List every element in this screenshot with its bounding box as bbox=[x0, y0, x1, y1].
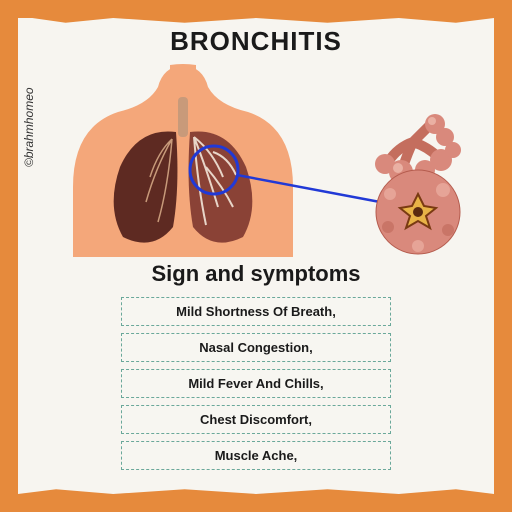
credit-text: ©brahmhomeo bbox=[22, 87, 36, 167]
paper-card: BRONCHITIS ©brahmhomeo bbox=[18, 18, 494, 494]
list-item: Muscle Ache, bbox=[121, 441, 391, 470]
list-item: Mild Fever And Chills, bbox=[121, 369, 391, 398]
page-title: BRONCHITIS bbox=[18, 18, 494, 57]
list-item: Mild Shortness Of Breath, bbox=[121, 297, 391, 326]
trachea-icon bbox=[178, 97, 188, 137]
list-item: Chest Discomfort, bbox=[121, 405, 391, 434]
cross-section-icon bbox=[376, 170, 460, 254]
anatomy-diagram: ©brahmhomeo bbox=[18, 57, 494, 257]
subtitle: Sign and symptoms bbox=[18, 261, 494, 287]
frame: BRONCHITIS ©brahmhomeo bbox=[0, 0, 512, 512]
diagram-svg bbox=[18, 57, 494, 257]
torso-icon bbox=[73, 64, 293, 257]
list-item: Nasal Congestion, bbox=[121, 333, 391, 362]
symptom-list: Mild Shortness Of Breath, Nasal Congesti… bbox=[121, 297, 391, 470]
